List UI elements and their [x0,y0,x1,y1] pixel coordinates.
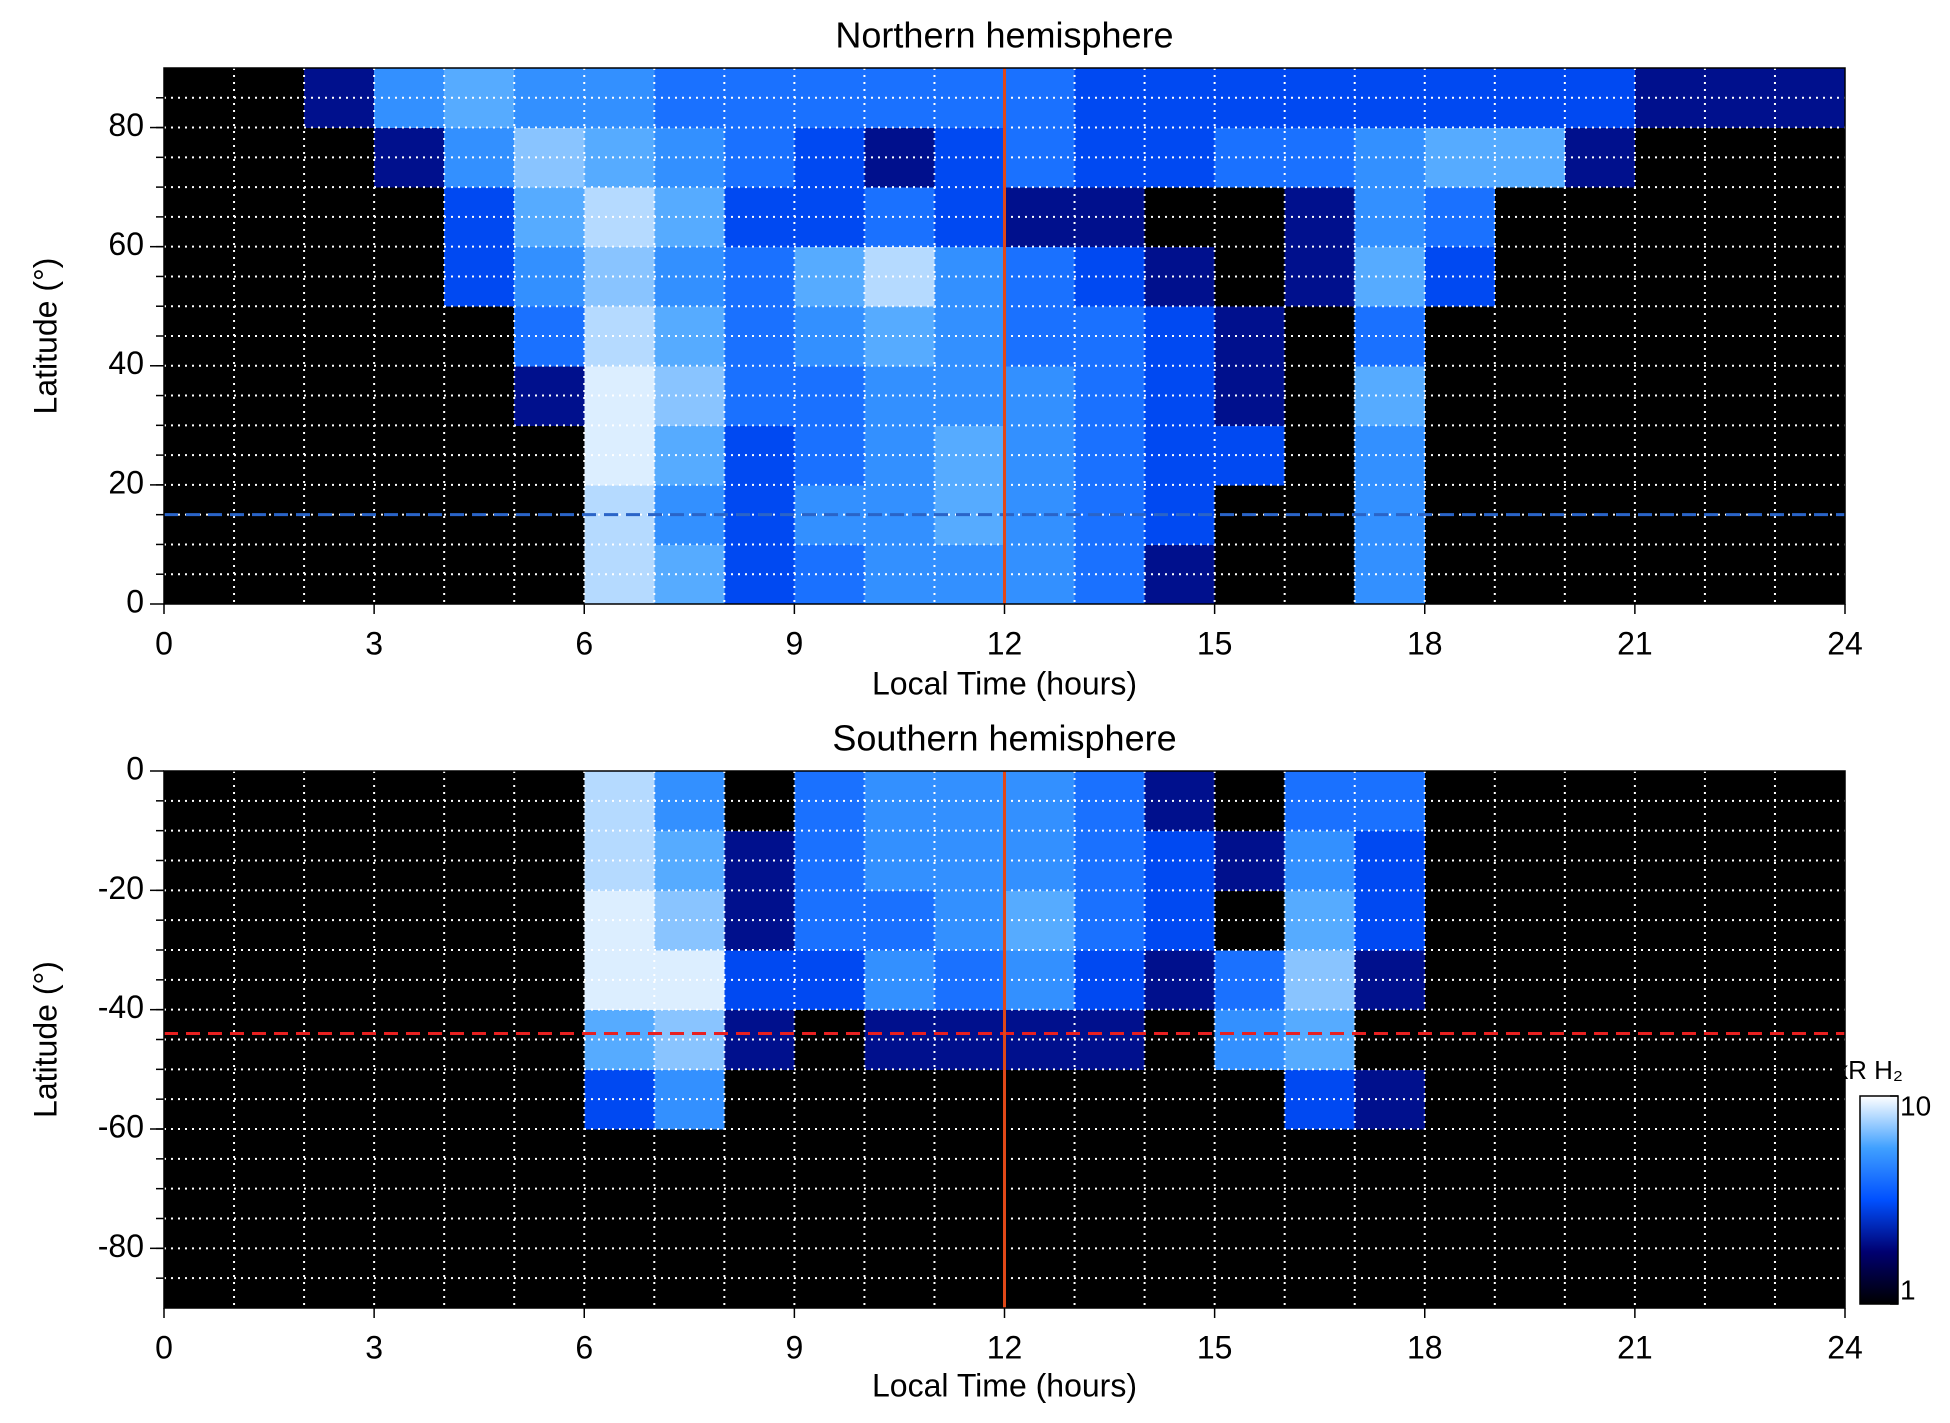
x-tick-label: 9 [785,625,803,661]
y-tick-label: 0 [126,583,144,619]
plot-frame [163,770,1846,1309]
y-tick-label: -80 [98,1228,144,1264]
x-tick-label: 15 [1197,625,1233,661]
chart-title: Southern hemisphere [832,718,1176,759]
x-tick-label: 24 [1827,625,1863,661]
x-tick-label: 24 [1827,1329,1863,1365]
y-tick-label: -20 [98,870,144,906]
x-tick-label: 9 [785,1329,803,1365]
y-axis-label: Latitude (°) [27,961,63,1118]
y-tick-label: -40 [98,989,144,1025]
x-tick-label: 6 [575,625,593,661]
x-tick-label: 15 [1197,1329,1233,1365]
plot-frame [163,67,1846,605]
x-tick-label: 0 [155,625,173,661]
chart-title: Northern hemisphere [835,15,1173,56]
x-tick-label: 18 [1407,1329,1443,1365]
x-tick-label: 0 [155,1329,173,1365]
y-tick-label: 0 [126,750,144,786]
x-axis-label: Local Time (hours) [872,665,1137,701]
x-tick-label: 12 [987,625,1023,661]
colorbar-tick-label: 1 [1900,1274,1916,1305]
y-tick-label: 20 [108,464,144,500]
x-tick-label: 3 [365,625,383,661]
y-tick-label: 40 [108,345,144,381]
x-tick-label: 21 [1617,625,1653,661]
x-tick-label: 12 [987,1329,1023,1365]
y-tick-label: 60 [108,226,144,262]
colorbar-label: kR H₂ [1835,1055,1903,1085]
x-tick-label: 3 [365,1329,383,1365]
x-tick-label: 21 [1617,1329,1653,1365]
colorbar-tick-label: 10 [1900,1090,1931,1121]
y-axis-label: Latitude (°) [27,258,63,415]
heatmap [164,771,1846,1309]
y-tick-label: 80 [108,107,144,143]
colorbar [1859,1095,1899,1305]
x-tick-label: 18 [1407,625,1443,661]
y-tick-label: -60 [98,1108,144,1144]
x-tick-label: 6 [575,1329,593,1365]
x-axis-label: Local Time (hours) [872,1367,1137,1403]
